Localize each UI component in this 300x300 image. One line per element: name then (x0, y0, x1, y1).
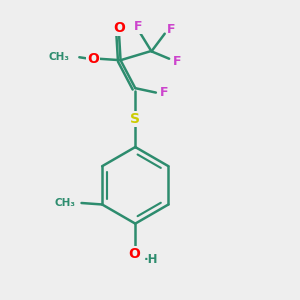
Text: CH₃: CH₃ (55, 198, 76, 208)
Text: CH₃: CH₃ (49, 52, 70, 62)
Text: O: O (113, 21, 125, 35)
Text: F: F (134, 20, 142, 33)
Text: O: O (128, 247, 140, 261)
Text: O: O (87, 52, 99, 66)
Text: ·H: ·H (144, 253, 159, 266)
Text: F: F (160, 86, 168, 99)
Text: F: F (167, 23, 176, 36)
Text: S: S (130, 112, 140, 126)
Text: F: F (173, 55, 182, 68)
